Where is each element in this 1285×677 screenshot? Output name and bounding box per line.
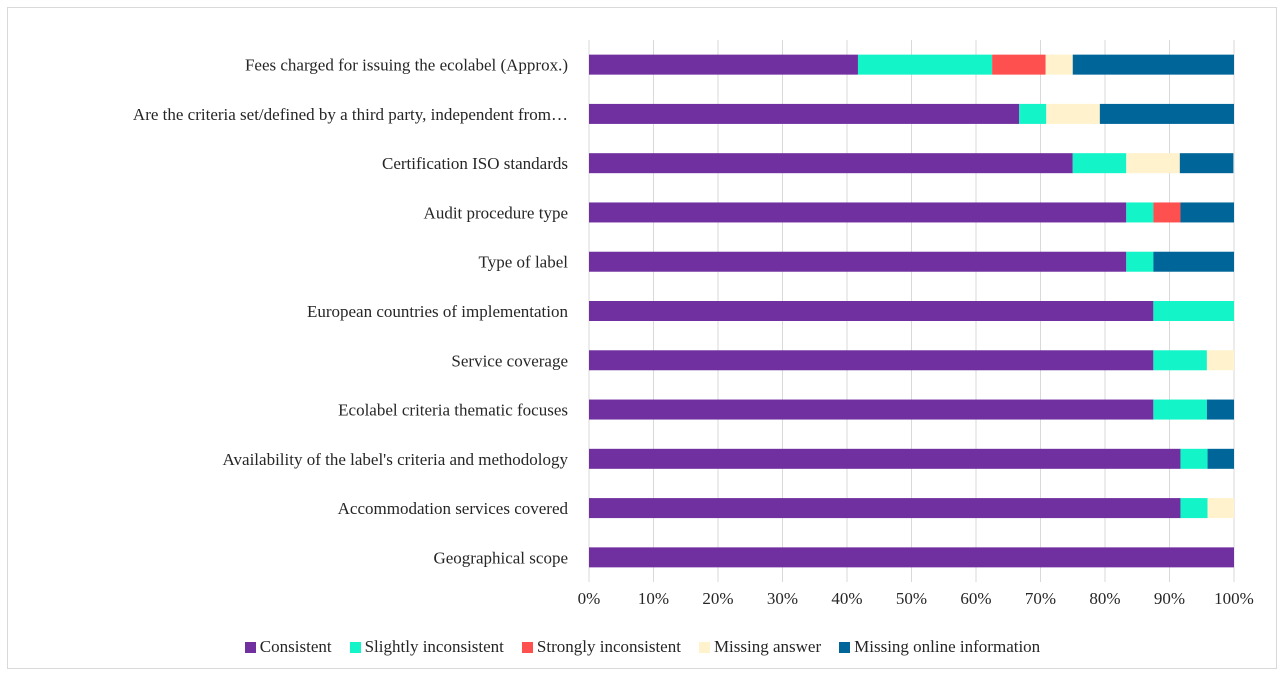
bars [589, 54, 1234, 568]
bar-segment [1046, 103, 1100, 124]
legend-label: Consistent [259, 637, 332, 656]
bar-segment [1099, 103, 1234, 124]
x-tick-label: 50% [896, 589, 927, 608]
bar-segment [589, 301, 1154, 321]
category-label: European countries of implementation [307, 302, 569, 321]
category-label: Ecolabel criteria thematic focuses [338, 401, 568, 420]
bar-segment [1207, 448, 1234, 469]
category-label: Availability of the label's criteria and… [223, 450, 569, 469]
bar-segment [1206, 399, 1234, 420]
legend-label: Slightly inconsistent [364, 637, 504, 656]
bar-segment [1072, 153, 1127, 174]
legend-item: Missing online information [839, 637, 1040, 657]
bar-segment [1126, 251, 1154, 272]
bar-segment [589, 448, 1181, 469]
bar-segment [589, 399, 1154, 420]
legend-label: Strongly inconsistent [536, 637, 681, 656]
bar-segment [589, 54, 858, 75]
x-tick-labels: 0% 10% 20% 30% 40% 50% 60% 70% 80% 90% 100% [578, 589, 1254, 608]
bar-segment [1207, 498, 1234, 519]
bar-segment [589, 547, 1234, 568]
bar-segment [1153, 350, 1207, 371]
x-tick-label: 30% [767, 589, 798, 608]
category-label: Certification ISO standards [382, 154, 568, 173]
x-tick-label: 40% [831, 589, 862, 608]
x-tick-label: 0% [578, 589, 601, 608]
bar-segment [1072, 54, 1234, 75]
bar-segment [1153, 399, 1207, 420]
bar-segment [1153, 251, 1234, 272]
category-labels: Fees charged for issuing the ecolabel (A… [133, 56, 569, 568]
bar-segment [589, 251, 1127, 272]
bar-segment [1179, 153, 1234, 174]
x-tick-label: 90% [1154, 589, 1185, 608]
bar-segment [1019, 103, 1047, 124]
category-label: Accommodation services covered [338, 499, 569, 518]
x-tick-label: 60% [960, 589, 991, 608]
legend-swatch [521, 641, 533, 653]
x-tick-label: 100% [1214, 589, 1254, 608]
bar-segment [589, 153, 1073, 174]
legend-label: Missing answer [713, 637, 822, 656]
category-label: Audit procedure type [424, 203, 568, 222]
legend-item: Consistent [244, 637, 332, 657]
legend-swatch [244, 641, 256, 653]
bar-segment [589, 350, 1154, 371]
bar-segment [1126, 202, 1154, 223]
bar-segment [992, 54, 1046, 75]
x-tick-label: 10% [638, 589, 669, 608]
bar-segment [1206, 350, 1234, 371]
category-label: Are the criteria set/defined by a third … [133, 105, 568, 124]
legend-swatch [839, 641, 851, 653]
legend-swatch [349, 641, 361, 653]
legend: Consistent Slightly inconsistent Strongly … [0, 634, 1285, 660]
legend-item: Slightly inconsistent [349, 637, 504, 657]
bar-segment [589, 103, 1020, 124]
bar-segment [1153, 301, 1234, 321]
bar-segment [1180, 498, 1208, 519]
bar-segment [1126, 153, 1180, 174]
bar-segment [589, 498, 1181, 519]
bar-segment [1180, 202, 1234, 223]
bar-segment [1153, 202, 1181, 223]
x-tick-label: 80% [1089, 589, 1120, 608]
legend-item: Missing answer [698, 637, 822, 657]
legend-label: Missing online information [854, 637, 1041, 656]
bar-segment [1045, 54, 1073, 75]
x-tick-label: 20% [702, 589, 733, 608]
bar-segment [857, 54, 993, 75]
x-tick-label: 70% [1025, 589, 1056, 608]
bar-segment [1180, 448, 1208, 469]
category-label: Service coverage [451, 351, 568, 370]
legend-swatch [698, 641, 710, 653]
legend-item: Strongly inconsistent [521, 637, 681, 657]
category-label: Geographical scope [433, 548, 568, 567]
bar-segment [589, 202, 1127, 223]
category-label: Fees charged for issuing the ecolabel (A… [245, 56, 568, 75]
category-label: Type of label [479, 253, 569, 272]
